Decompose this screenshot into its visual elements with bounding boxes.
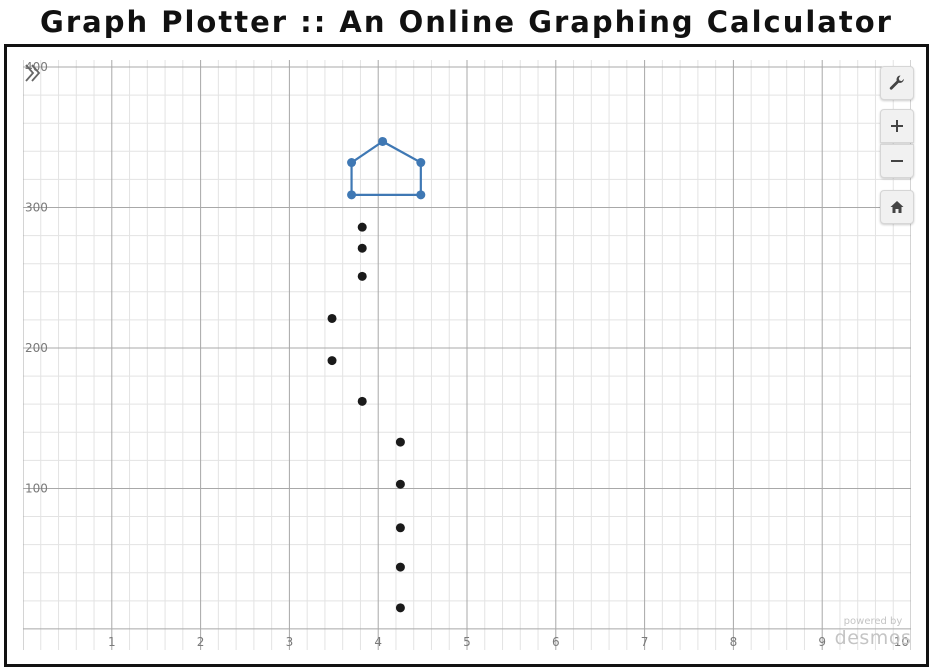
scatter-point — [395, 523, 405, 533]
scatter-point — [395, 479, 405, 489]
default-viewport-button[interactable] — [880, 190, 914, 224]
zoom-in-button[interactable] — [880, 109, 914, 143]
x-tick-label: 7 — [641, 635, 649, 649]
points-layer — [327, 222, 405, 613]
zoom-out-button[interactable] — [880, 144, 914, 178]
x-tick-label: 6 — [552, 635, 560, 649]
x-tick-label: 1 — [108, 635, 116, 649]
desmos-logo-text: desmos — [834, 627, 912, 649]
x-tick-label: 8 — [730, 635, 738, 649]
page-title: Graph Plotter :: An Online Graphing Calc… — [40, 5, 893, 39]
x-tick-label: 3 — [286, 635, 294, 649]
scatter-point — [395, 562, 405, 572]
x-tick-label: 2 — [197, 635, 205, 649]
scatter-point — [357, 243, 367, 253]
graph-frame: 1 2 3 4 5 6 7 8 9 10 100 200 300 400 powered by — [4, 44, 929, 667]
polygon-vertex-point — [347, 158, 357, 168]
polygon-vertex-point — [347, 190, 357, 200]
x-tick-label: 5 — [463, 635, 471, 649]
polygon-vertex-point — [416, 190, 426, 200]
x-tick-label: 10 — [894, 635, 909, 649]
scatter-point — [327, 313, 337, 323]
polygon-vertex-point — [416, 158, 426, 168]
scatter-point — [357, 271, 367, 281]
powered-by-text: powered by — [843, 616, 903, 627]
polygon-vertex-point — [378, 136, 388, 146]
plus-icon — [891, 120, 903, 132]
x-tick-label: 4 — [374, 635, 382, 649]
double-chevron-right-icon — [25, 64, 41, 82]
scatter-point — [395, 603, 405, 613]
scatter-point — [327, 356, 337, 366]
scatter-point — [395, 437, 405, 447]
home-icon — [890, 201, 904, 213]
graph-plot-area[interactable]: 1 2 3 4 5 6 7 8 9 10 100 200 300 400 — [23, 60, 911, 650]
major-gridlines — [23, 60, 911, 650]
x-tick-label: 9 — [818, 635, 826, 649]
house-polygon — [350, 140, 422, 196]
wrench-icon — [889, 75, 904, 90]
minus-icon — [891, 160, 903, 162]
y-tick-label: 200 — [25, 341, 48, 355]
y-tick-label: 300 — [25, 201, 48, 215]
scatter-point — [357, 396, 367, 406]
polygon-layer — [347, 136, 426, 200]
graph-settings-button[interactable] — [880, 66, 914, 100]
scatter-point — [357, 222, 367, 232]
desmos-watermark: powered by desmos — [833, 616, 913, 648]
y-tick-label: 100 — [25, 481, 48, 495]
expand-list-button[interactable] — [19, 60, 45, 86]
